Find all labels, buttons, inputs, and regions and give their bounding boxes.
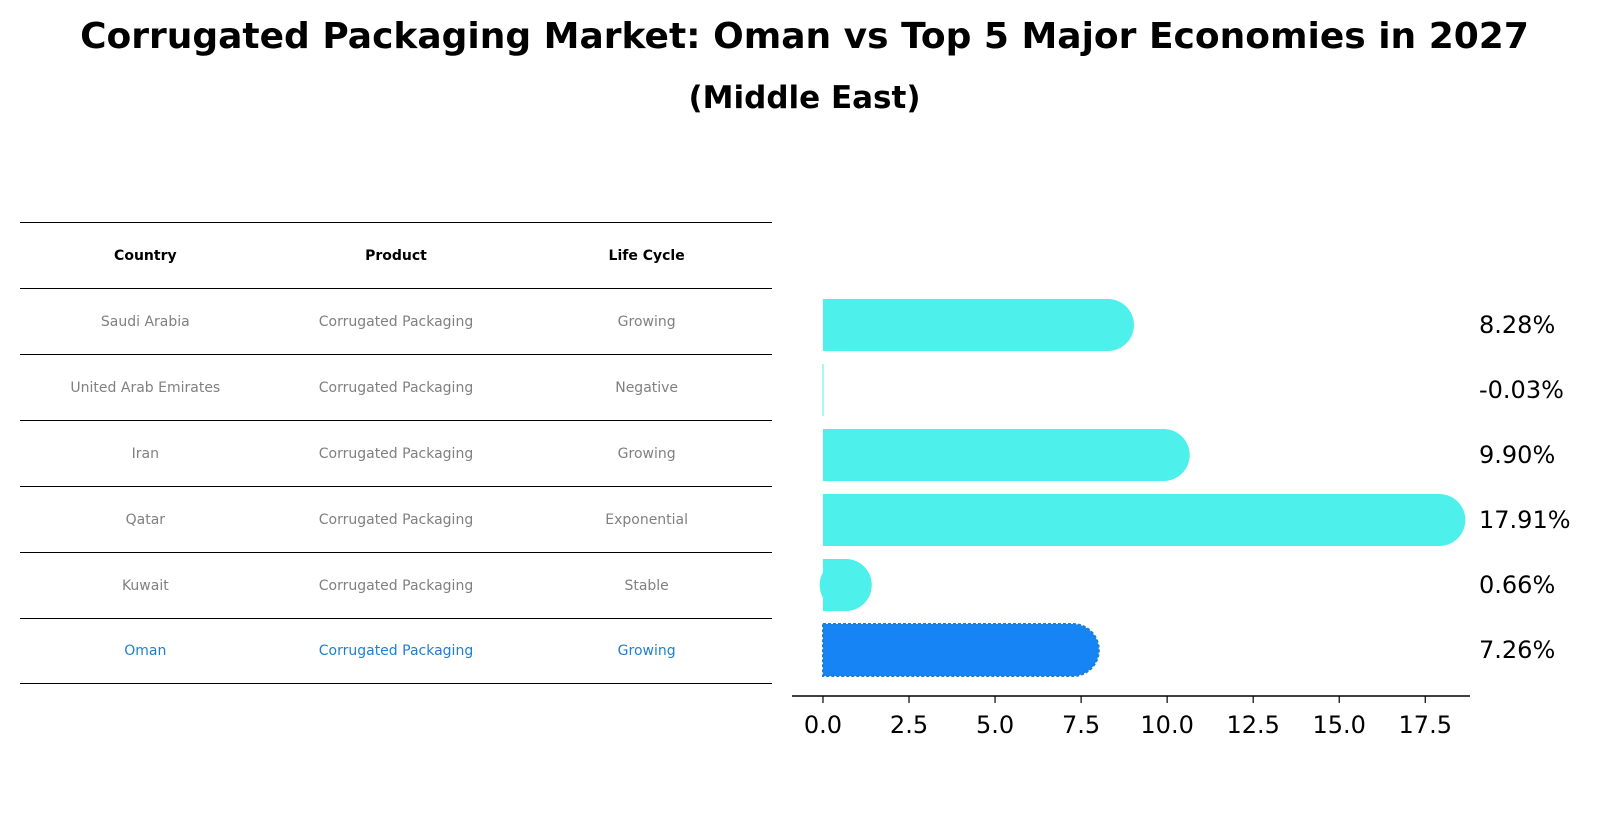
table-row: Kuwait Corrugated Packaging Stable [20, 552, 772, 618]
x-tick-label: 10.0 [1140, 711, 1193, 739]
value-label-iran: 9.90% [1479, 441, 1555, 469]
x-tick-label: 7.5 [1062, 711, 1100, 739]
cell-life-cycle: Exponential [605, 511, 689, 528]
cell-product: Corrugated Packaging [318, 379, 474, 396]
cell-life-cycle: Negative [615, 379, 679, 396]
value-label-united-arab-emirates: -0.03% [1479, 376, 1564, 404]
bar-kuwait [822, 559, 872, 611]
x-tick-label: 15.0 [1312, 711, 1365, 739]
x-tick-label: 2.5 [890, 711, 928, 739]
cell-life-cycle: Growing [617, 313, 676, 330]
bar-iran [822, 429, 1190, 481]
header-country: Country [114, 247, 177, 264]
cell-country: Oman [124, 643, 167, 659]
cell-life-cycle: Stable [624, 577, 669, 594]
country-table: Country Product Life Cycle Saudi Arabia … [20, 222, 772, 684]
bar-united-arab-emirates [822, 364, 824, 416]
value-label-saudi-arabia: 8.28% [1479, 311, 1555, 339]
cell-product: Corrugated Packaging [318, 577, 474, 594]
bar-qatar [822, 494, 1466, 546]
cell-product: Corrugated Packaging [318, 643, 474, 659]
x-tick-label: 5.0 [976, 711, 1014, 739]
bar-saudi-arabia [822, 299, 1134, 351]
cell-country: Saudi Arabia [100, 313, 190, 330]
table-row: United Arab Emirates Corrugated Packagin… [20, 354, 772, 420]
table-header-row: Country Product Life Cycle [20, 222, 772, 288]
x-tick-label: 0.0 [804, 711, 842, 739]
table-row-highlight: Oman Corrugated Packaging Growing [20, 618, 772, 684]
header-life-cycle: Life Cycle [608, 247, 685, 264]
value-label-qatar: 17.91% [1479, 506, 1571, 534]
table-row: Iran Corrugated Packaging Growing [20, 420, 772, 486]
cell-life-cycle: Growing [617, 445, 676, 462]
table-row: Saudi Arabia Corrugated Packaging Growin… [20, 288, 772, 354]
value-label-kuwait: 0.66% [1479, 571, 1555, 599]
cell-country: United Arab Emirates [70, 379, 221, 396]
bar-oman [821, 623, 1100, 677]
value-label-oman: 7.26% [1479, 636, 1555, 664]
cell-country: Kuwait [121, 577, 169, 594]
x-tick-label: 17.5 [1399, 711, 1452, 739]
cell-product: Corrugated Packaging [318, 511, 474, 528]
table-row: Qatar Corrugated Packaging Exponential [20, 486, 772, 552]
header-product: Product [365, 247, 427, 264]
x-tick-label: 12.5 [1226, 711, 1279, 739]
chart-title: Corrugated Packaging Market: Oman vs Top… [80, 16, 1529, 57]
cell-country: Qatar [125, 511, 166, 528]
cell-product: Corrugated Packaging [318, 445, 474, 462]
cell-country: Iran [131, 445, 159, 462]
cell-life-cycle: Growing [617, 643, 676, 659]
cell-product: Corrugated Packaging [318, 313, 474, 330]
chart-subtitle: (Middle East) [688, 80, 921, 116]
